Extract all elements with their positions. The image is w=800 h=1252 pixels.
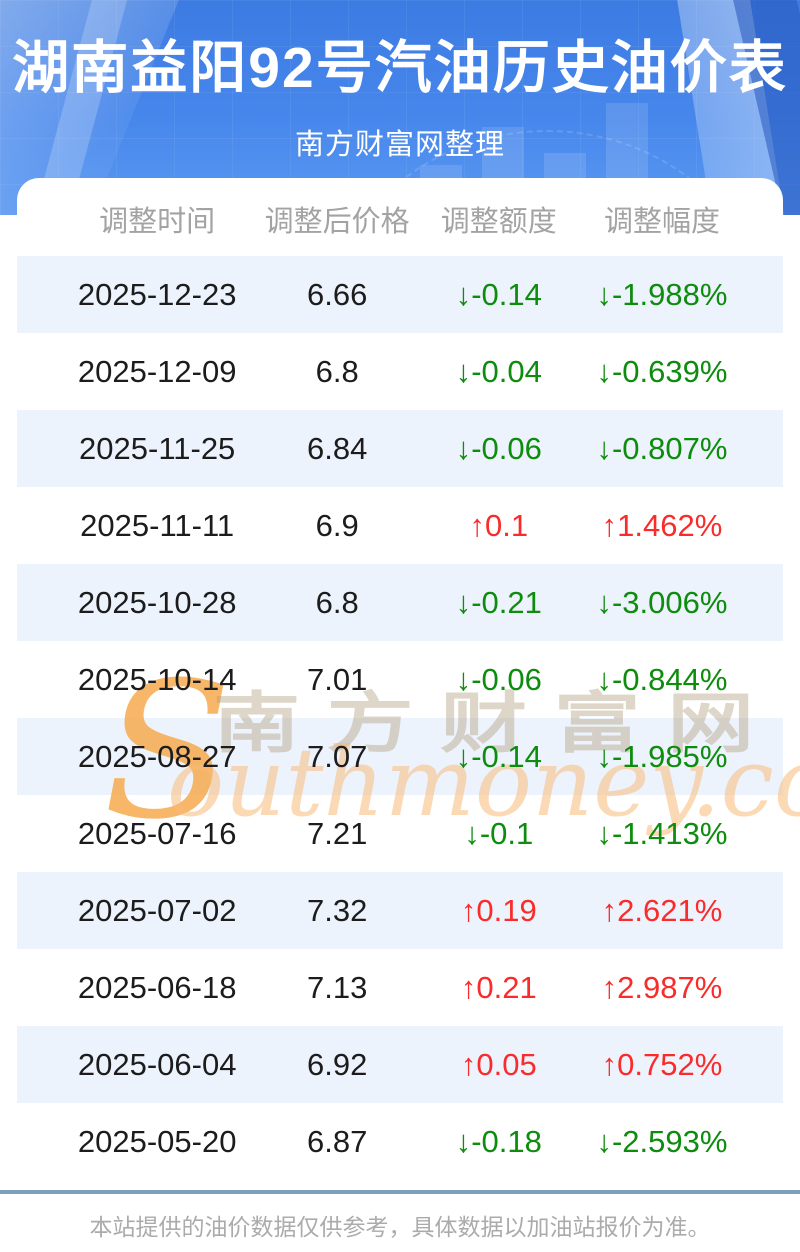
table-row: 2025-11-11 6.9 ↑0.1 ↑1.462% — [17, 487, 783, 564]
cell-price: 7.01 — [307, 662, 368, 697]
table-row: 2025-05-20 6.87 ↓-0.18 ↓-2.593% — [17, 1103, 783, 1180]
cell-price: 6.66 — [307, 277, 368, 312]
cell-price: 6.92 — [307, 1047, 368, 1082]
table-row: 2025-08-27 7.07 ↓-0.14 ↓-1.985% — [17, 718, 783, 795]
hero-banner: 湖南益阳92号汽油历史油价表 南方财富网整理 — [0, 0, 800, 215]
cell-change: ↓-0.06 — [455, 662, 542, 697]
cell-date: 2025-06-18 — [77, 970, 237, 1005]
cell-date: 2025-07-16 — [77, 816, 237, 851]
table-row: 2025-12-23 6.66 ↓-0.14 ↓-1.988% — [17, 256, 783, 333]
footer-divider — [0, 1190, 800, 1194]
cell-change: ↓-0.21 — [455, 585, 542, 620]
table-row: 2025-10-14 7.01 ↓-0.06 ↓-0.844% — [17, 641, 783, 718]
cell-change: ↑0.05 — [460, 1047, 537, 1082]
cell-date: 2025-08-27 — [77, 739, 237, 774]
cell-percent: ↑0.752% — [601, 1047, 723, 1082]
column-header: 调整时间 — [99, 206, 216, 238]
cell-change: ↓-0.14 — [455, 277, 542, 312]
cell-percent: ↑1.462% — [601, 508, 723, 543]
cell-price: 6.8 — [315, 585, 359, 620]
table-row: 2025-06-18 7.13 ↑0.21 ↑2.987% — [17, 949, 783, 1026]
cell-percent: ↓-2.593% — [596, 1124, 728, 1159]
cell-date: 2025-10-28 — [77, 585, 237, 620]
cell-date: 2025-12-23 — [77, 277, 237, 312]
table-row: 2025-06-04 6.92 ↑0.05 ↑0.752% — [17, 1026, 783, 1103]
cell-percent: ↓-3.006% — [596, 585, 728, 620]
column-header: 调整幅度 — [603, 206, 720, 238]
cell-date: 2025-12-09 — [77, 354, 237, 389]
cell-price: 6.9 — [315, 508, 359, 543]
cell-date: 2025-05-20 — [77, 1124, 237, 1159]
cell-change: ↑0.1 — [469, 508, 529, 543]
table-row: 2025-07-16 7.21 ↓-0.1 ↓-1.413% — [17, 795, 783, 872]
cell-change: ↑0.19 — [460, 893, 537, 928]
table-row: 2025-11-25 6.84 ↓-0.06 ↓-0.807% — [17, 410, 783, 487]
price-table-card: 调整时间 调整后价格 调整额度 调整幅度 2025-12-23 6.66 ↓-0.14 ↓-… — [17, 178, 800, 1180]
table-row: 2025-07-02 7.32 ↑0.19 ↑2.621% — [17, 872, 783, 949]
cell-percent: ↓-1.413% — [596, 816, 728, 851]
cell-price: 7.07 — [307, 739, 368, 774]
column-header: 调整额度 — [440, 206, 557, 238]
cell-date: 2025-11-25 — [79, 431, 236, 466]
cell-percent: ↓-1.988% — [596, 277, 728, 312]
cell-change: ↑0.21 — [460, 970, 537, 1005]
table-row: 2025-10-28 6.8 ↓-0.21 ↓-3.006% — [17, 564, 783, 641]
cell-change: ↓-0.06 — [455, 431, 542, 466]
cell-price: 7.32 — [307, 893, 368, 928]
cell-percent: ↓-0.844% — [596, 662, 728, 697]
cell-percent: ↑2.987% — [601, 970, 723, 1005]
cell-percent: ↓-0.639% — [596, 354, 728, 389]
footer-disclaimer: 本站提供的油价数据仅供参考，具体数据以加油站报价为准。 — [89, 1214, 711, 1240]
cell-percent: ↑2.621% — [601, 893, 723, 928]
table-header-row: 调整时间 调整后价格 调整额度 调整幅度 — [17, 178, 783, 256]
page-subtitle: 南方财富网整理 — [294, 129, 505, 161]
page-title: 湖南益阳92号汽油历史油价表 — [12, 36, 788, 100]
column-header: 调整后价格 — [264, 206, 410, 238]
cell-change: ↓-0.18 — [455, 1124, 542, 1159]
cell-price: 6.84 — [307, 431, 368, 466]
table-row: 2025-12-09 6.8 ↓-0.04 ↓-0.639% — [17, 333, 783, 410]
cell-change: ↓-0.04 — [455, 354, 542, 389]
cell-change: ↓-0.1 — [464, 816, 534, 851]
cell-price: 6.8 — [315, 354, 359, 389]
cell-price: 7.13 — [307, 970, 368, 1005]
cell-date: 2025-11-11 — [80, 508, 235, 543]
cell-date: 2025-10-14 — [77, 662, 237, 697]
cell-percent: ↓-0.807% — [596, 431, 728, 466]
cell-date: 2025-07-02 — [77, 893, 237, 928]
cell-change: ↓-0.14 — [455, 739, 542, 774]
cell-price: 7.21 — [307, 816, 368, 851]
cell-price: 6.87 — [307, 1124, 368, 1159]
cell-percent: ↓-1.985% — [596, 739, 728, 774]
table-body: 2025-12-23 6.66 ↓-0.14 ↓-1.988% 2025-12-09 6.… — [17, 256, 783, 1180]
cell-date: 2025-06-04 — [77, 1047, 237, 1082]
